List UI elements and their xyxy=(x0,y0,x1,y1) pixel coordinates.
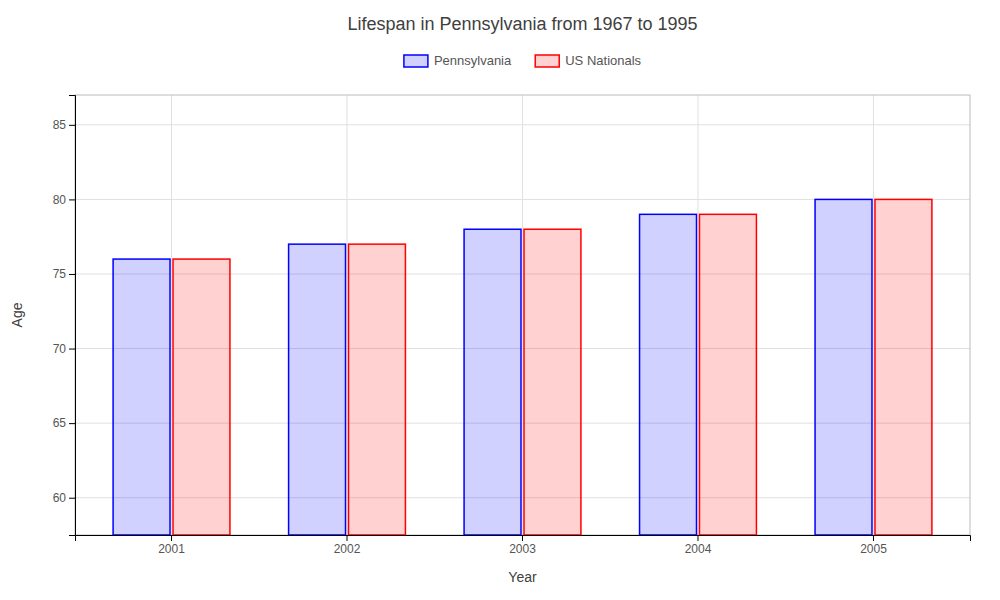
grid-line-x xyxy=(522,95,523,535)
x-axis-line xyxy=(76,536,971,542)
x-tick-mark xyxy=(522,535,523,541)
x-tick-mark xyxy=(347,535,348,541)
legend-item: Pennsylvania xyxy=(404,53,512,68)
grid-line-x xyxy=(873,95,874,535)
y-tick-label: 80 xyxy=(53,193,67,207)
y-tick-mark xyxy=(69,199,75,200)
y-tick: 60 xyxy=(53,491,75,505)
bar xyxy=(699,214,756,535)
plot-area: 2001 2002 2003 2004 2005 60 65 70 75 80 85 xyxy=(53,95,971,556)
bar-series xyxy=(173,199,932,535)
chart-title: Lifespan in Pennsylvania from 1967 to 19… xyxy=(347,14,697,34)
x-tick: 2002 xyxy=(334,535,361,556)
y-tick-mark xyxy=(69,423,75,424)
y-tick-mark xyxy=(69,274,75,275)
chart-container: 2001 2002 2003 2004 2005 60 65 70 75 80 85 Year Age L… xyxy=(0,0,1000,600)
x-tick: 2003 xyxy=(509,535,536,556)
y-tick: 65 xyxy=(53,416,75,430)
y-axis: 60 65 70 75 80 85 xyxy=(53,96,76,536)
legend-item: US Nationals xyxy=(535,53,641,68)
y-tick-label: 85 xyxy=(53,118,67,132)
x-tick-mark xyxy=(697,535,698,541)
legend: Pennsylvania US Nationals xyxy=(404,53,642,68)
bar xyxy=(289,244,346,535)
legend-swatch xyxy=(535,55,559,67)
y-axis-title: Age xyxy=(9,302,25,327)
bar-series xyxy=(113,199,872,535)
legend-label: Pennsylvania xyxy=(434,53,512,68)
grid-line-x xyxy=(171,95,172,535)
x-tick-label: 2001 xyxy=(158,542,185,556)
x-tick: 2005 xyxy=(860,535,887,556)
y-tick-mark xyxy=(69,349,75,350)
x-tick-mark xyxy=(873,535,874,541)
x-tick: 2001 xyxy=(158,535,185,556)
grid xyxy=(75,95,970,535)
y-axis-line xyxy=(69,96,76,536)
y-tick: 70 xyxy=(53,342,75,356)
bar xyxy=(113,259,170,535)
x-tick: 2004 xyxy=(685,535,712,556)
y-tick-mark xyxy=(69,498,75,499)
plot-frame xyxy=(75,95,970,535)
y-tick-label: 75 xyxy=(53,267,67,281)
y-tick: 80 xyxy=(53,193,75,207)
y-tick-label: 65 xyxy=(53,416,67,430)
y-tick-label: 60 xyxy=(53,491,67,505)
chart-svg: 2001 2002 2003 2004 2005 60 65 70 75 80 85 Year Age L… xyxy=(0,0,1000,600)
bar xyxy=(640,214,697,535)
y-tick: 75 xyxy=(53,267,75,281)
x-tick-label: 2005 xyxy=(860,542,887,556)
x-axis: 2001 2002 2003 2004 2005 xyxy=(76,535,971,556)
grid-line-x xyxy=(347,95,348,535)
legend-swatch xyxy=(404,55,428,67)
x-tick-label: 2002 xyxy=(334,542,361,556)
y-tick-label: 70 xyxy=(53,342,67,356)
bar xyxy=(173,259,230,535)
y-tick: 85 xyxy=(53,118,75,132)
x-tick-label: 2003 xyxy=(509,542,536,556)
x-tick-mark xyxy=(171,535,172,541)
bar xyxy=(524,229,581,535)
bar xyxy=(349,244,406,535)
legend-label: US Nationals xyxy=(565,53,641,68)
grid-line-x xyxy=(697,95,698,535)
bar xyxy=(815,199,872,535)
y-tick-mark xyxy=(69,125,75,126)
x-axis-title: Year xyxy=(508,569,537,585)
bars xyxy=(113,199,932,535)
bar xyxy=(464,229,521,535)
x-tick-label: 2004 xyxy=(685,542,712,556)
bar xyxy=(875,199,932,535)
